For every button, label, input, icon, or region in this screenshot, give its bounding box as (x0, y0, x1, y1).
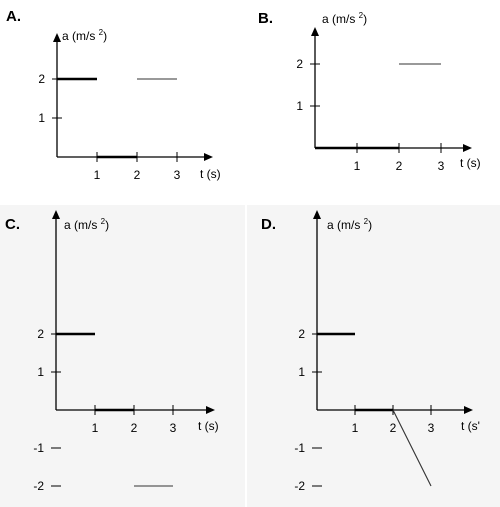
y-axis-label: a (m/s 2) (62, 28, 107, 43)
panel-b: 1 2 3 1 2 B. a (m/s 2) t (s) (250, 0, 500, 200)
chart-d: 1 2 3 2 1 -1 -2 D. a (m/s 2) t (s' (261, 210, 480, 493)
y-axis-label-superscript: 2 (364, 217, 369, 226)
x-tick-label: 1 (354, 159, 361, 173)
y-tick-label: -2 (33, 479, 44, 493)
y-axis-label: a (m/s 2) (64, 217, 109, 232)
x-tick-label: 1 (92, 421, 99, 435)
panel-letter: A. (6, 8, 21, 25)
y-axis-label: a (m/s 2) (327, 217, 372, 232)
chart-a: 1 2 3 1 2 A. a (m/s 2) t (s) (6, 8, 221, 182)
panel-letter: D. (261, 216, 276, 233)
x-tick-label: 2 (390, 421, 397, 435)
y-axis-label-end: ) (368, 218, 372, 232)
x-tick-label: 1 (94, 168, 101, 182)
x-axis-arrow-icon (463, 144, 472, 152)
x-tick-label: 3 (174, 168, 181, 182)
y-axis-label-superscript: 2 (359, 11, 364, 20)
y-tick-label: 2 (37, 327, 44, 341)
y-tick-label: 2 (298, 327, 305, 341)
chart-b: 1 2 3 1 2 B. a (m/s 2) t (s) (258, 10, 481, 173)
y-tick-label: 2 (296, 57, 303, 71)
y-axis-label-superscript: 2 (101, 217, 106, 226)
x-axis-label: t (s) (200, 167, 221, 181)
x-tick-label: 1 (352, 421, 359, 435)
y-tick-label: 2 (38, 72, 45, 86)
x-axis-label: t (s' (461, 419, 480, 433)
y-axis-label-end: ) (363, 12, 367, 26)
chart-c: 1 2 3 2 1 -1 -2 C. a (m/s 2) t (s) (5, 210, 219, 493)
x-tick-label: 3 (428, 421, 435, 435)
y-axis-arrow-icon (313, 210, 321, 219)
x-tick-label: 2 (131, 421, 138, 435)
y-axis-label: a (m/s 2) (322, 11, 367, 26)
panel-c: 1 2 3 2 1 -1 -2 C. a (m/s 2) t (s) (0, 205, 245, 507)
y-tick-label: 1 (298, 365, 305, 379)
panel-letter: C. (5, 216, 20, 233)
x-axis-label: t (s) (460, 156, 481, 170)
y-axis-arrow-icon (311, 27, 319, 36)
y-axis-label-main: a (m/s (322, 12, 359, 26)
panel-a: 1 2 3 1 2 A. a (m/s 2) t (s) (0, 0, 248, 200)
y-tick-label: 1 (37, 365, 44, 379)
x-tick-label: 2 (396, 159, 403, 173)
y-axis-arrow-icon (53, 33, 61, 42)
y-tick-label: 1 (38, 111, 45, 125)
y-tick-label: -1 (33, 441, 44, 455)
panel-d: 1 2 3 2 1 -1 -2 D. a (m/s 2) t (s' (247, 205, 500, 507)
y-axis-label-superscript: 2 (99, 28, 104, 37)
x-axis-arrow-icon (206, 406, 215, 414)
y-axis-label-main: a (m/s (327, 218, 364, 232)
y-axis-label-main: a (m/s (62, 29, 99, 43)
y-axis-label-main: a (m/s (64, 218, 101, 232)
x-axis-label: t (s) (198, 419, 219, 433)
x-axis-arrow-icon (204, 153, 213, 161)
y-tick-label: -1 (294, 441, 305, 455)
data-segment (392, 409, 432, 487)
y-tick-label: 1 (296, 99, 303, 113)
x-tick-label: 3 (170, 421, 177, 435)
panel-letter: B. (258, 10, 273, 27)
x-axis-arrow-icon (464, 406, 473, 414)
x-tick-label: 2 (134, 168, 141, 182)
y-tick-label: -2 (294, 479, 305, 493)
y-axis-label-end: ) (103, 29, 107, 43)
y-axis-label-end: ) (105, 218, 109, 232)
y-axis-arrow-icon (52, 210, 60, 219)
x-tick-label: 3 (438, 159, 445, 173)
